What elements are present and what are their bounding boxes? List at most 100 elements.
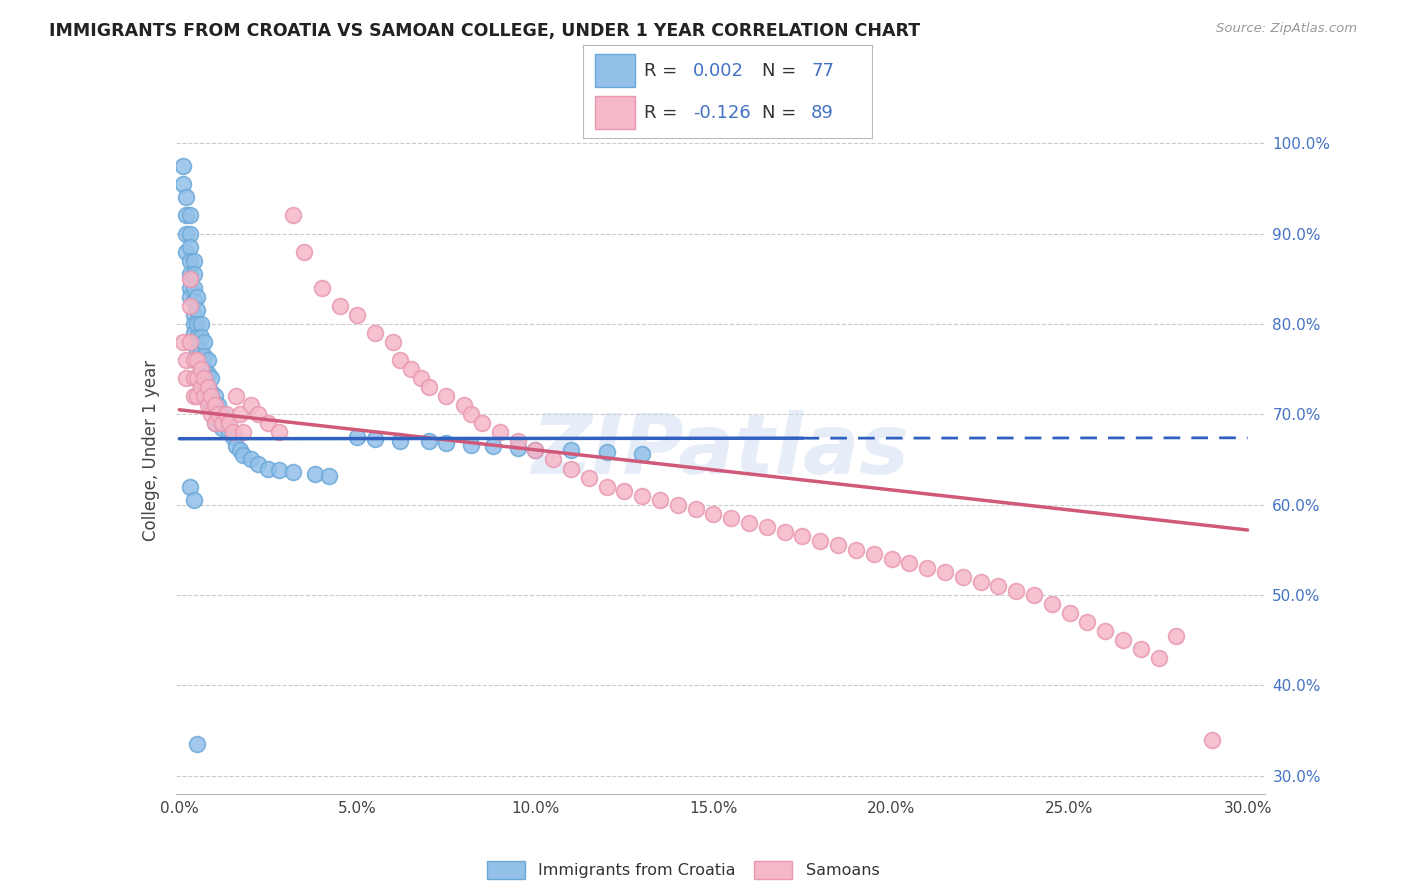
Point bbox=[915, 561, 938, 575]
Point bbox=[197, 367, 219, 381]
Point bbox=[179, 334, 201, 349]
Point bbox=[1076, 615, 1098, 630]
Point bbox=[207, 407, 229, 421]
Point bbox=[183, 353, 205, 368]
Point bbox=[218, 425, 240, 440]
Text: 89: 89 bbox=[811, 104, 834, 122]
Point bbox=[346, 308, 368, 322]
Point bbox=[460, 407, 482, 421]
Point bbox=[239, 452, 262, 467]
Point bbox=[267, 425, 290, 440]
Point bbox=[934, 566, 956, 580]
Point bbox=[179, 253, 201, 268]
Point bbox=[666, 498, 689, 512]
Point bbox=[183, 294, 205, 309]
Point bbox=[200, 398, 222, 412]
Point bbox=[179, 480, 201, 494]
Point bbox=[524, 442, 547, 457]
Point bbox=[200, 389, 222, 403]
Y-axis label: College, Under 1 year: College, Under 1 year bbox=[142, 359, 160, 541]
Text: Samoans: Samoans bbox=[806, 863, 879, 878]
Point bbox=[1094, 624, 1116, 639]
Point bbox=[418, 434, 440, 449]
Point bbox=[792, 529, 814, 543]
Point bbox=[952, 570, 974, 584]
Point bbox=[1166, 629, 1188, 643]
Point bbox=[190, 371, 212, 385]
Point bbox=[176, 209, 198, 223]
Bar bbox=[595, 54, 636, 87]
Point bbox=[186, 303, 208, 318]
Point bbox=[222, 425, 245, 440]
Point bbox=[193, 362, 215, 376]
Point bbox=[204, 402, 226, 417]
Point bbox=[183, 326, 205, 340]
Point bbox=[186, 344, 208, 359]
Point bbox=[506, 441, 529, 455]
Point bbox=[229, 407, 252, 421]
Point bbox=[204, 417, 226, 431]
Point bbox=[898, 557, 921, 571]
Point bbox=[218, 417, 240, 431]
Text: R =: R = bbox=[644, 62, 683, 79]
Point bbox=[246, 457, 269, 471]
Point bbox=[267, 463, 290, 477]
Point bbox=[214, 417, 236, 431]
Point bbox=[969, 574, 991, 589]
Point bbox=[418, 380, 440, 394]
Point bbox=[1129, 642, 1152, 657]
Point bbox=[179, 290, 201, 304]
Point bbox=[524, 443, 547, 458]
Point bbox=[648, 493, 671, 508]
Text: Source: ZipAtlas.com: Source: ZipAtlas.com bbox=[1216, 22, 1357, 36]
Point bbox=[246, 407, 269, 421]
Point bbox=[453, 398, 475, 412]
Point bbox=[738, 516, 761, 530]
Point bbox=[179, 271, 201, 285]
Point bbox=[197, 398, 219, 412]
Point bbox=[197, 393, 219, 408]
Point bbox=[808, 533, 831, 548]
Point bbox=[232, 448, 254, 462]
Point bbox=[862, 548, 884, 562]
Point bbox=[222, 430, 245, 444]
Text: N =: N = bbox=[762, 104, 803, 122]
Bar bbox=[755, 862, 793, 880]
Point bbox=[755, 520, 778, 534]
Point bbox=[1022, 588, 1045, 602]
Point bbox=[211, 421, 233, 435]
Point bbox=[183, 389, 205, 403]
Point bbox=[595, 480, 617, 494]
Point bbox=[283, 209, 305, 223]
Point bbox=[214, 407, 236, 421]
Point bbox=[1201, 732, 1223, 747]
Point bbox=[176, 244, 198, 259]
Point bbox=[179, 227, 201, 241]
Point bbox=[176, 190, 198, 204]
Point bbox=[225, 439, 247, 453]
Point bbox=[311, 281, 333, 295]
Point bbox=[183, 308, 205, 322]
Point bbox=[1005, 583, 1028, 598]
Point bbox=[190, 362, 212, 376]
Point bbox=[176, 371, 198, 385]
Point bbox=[193, 376, 215, 390]
Text: N =: N = bbox=[762, 62, 803, 79]
Point bbox=[257, 461, 280, 475]
Point bbox=[204, 398, 226, 412]
Point bbox=[211, 407, 233, 421]
Point bbox=[183, 267, 205, 281]
Point bbox=[292, 244, 315, 259]
Point bbox=[987, 579, 1010, 593]
Bar bbox=[595, 96, 636, 129]
Point bbox=[560, 461, 582, 475]
Point bbox=[190, 344, 212, 359]
Point bbox=[183, 281, 205, 295]
Point bbox=[399, 362, 422, 376]
Point bbox=[186, 371, 208, 385]
Point bbox=[631, 447, 654, 461]
Point bbox=[179, 209, 201, 223]
Point bbox=[411, 371, 433, 385]
Point bbox=[176, 227, 198, 241]
Point bbox=[197, 380, 219, 394]
